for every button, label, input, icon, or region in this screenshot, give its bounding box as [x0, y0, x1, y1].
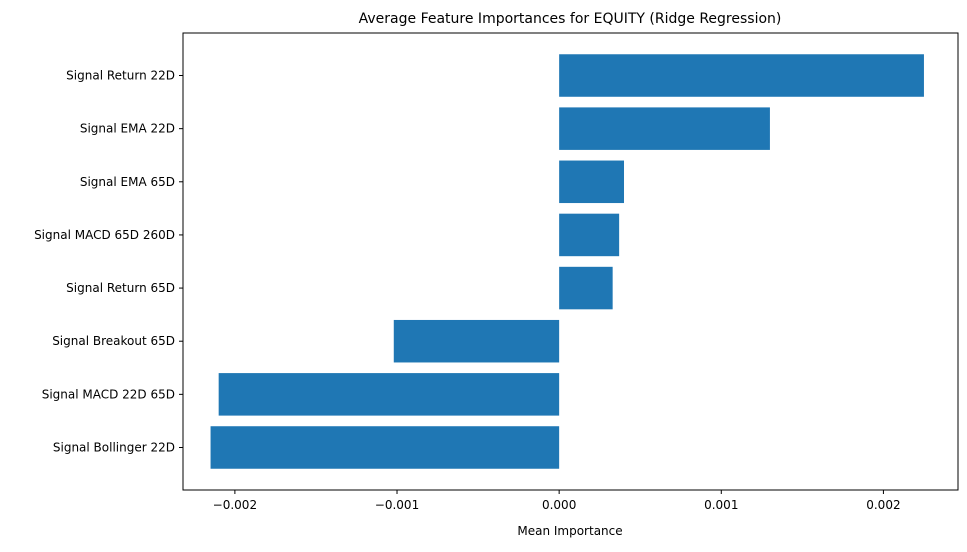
y-tick-label: Signal Breakout 65D: [52, 334, 175, 348]
bar: [559, 107, 770, 150]
y-tick-label: Signal MACD 65D 260D: [34, 228, 175, 242]
y-tick-label: Signal MACD 22D 65D: [42, 387, 175, 401]
bar: [393, 319, 560, 363]
y-axis-ticks: Signal Return 22D Signal EMA 22D Signal EM…: [34, 69, 183, 454]
y-tick-label: Signal Bollinger 22D: [53, 440, 175, 454]
y-tick-label: Signal EMA 22D: [80, 122, 175, 136]
chart-title: Average Feature Importances for EQUITY (…: [359, 11, 782, 27]
x-axis-title: Mean Importance: [517, 524, 622, 538]
y-tick-label: Signal EMA 65D: [80, 175, 175, 189]
bar: [210, 426, 560, 469]
bar: [559, 266, 613, 310]
x-tick-label: 0.000: [542, 498, 576, 512]
x-tick-label: 0.002: [866, 498, 900, 512]
x-tick-label: −0.001: [375, 498, 419, 512]
bar: [218, 373, 560, 416]
x-tick-label: 0.001: [704, 498, 738, 512]
y-tick-label: Signal Return 22D: [66, 69, 175, 83]
x-tick-label: −0.002: [213, 498, 257, 512]
bar: [559, 54, 924, 97]
bar: [559, 213, 620, 257]
bar: [559, 160, 625, 204]
bars-group: [210, 54, 924, 469]
plot-frame: [182, 32, 959, 491]
x-axis-ticks: −0.002 −0.001 0.000 0.001 0.002: [213, 490, 901, 512]
y-tick-label: Signal Return 65D: [66, 281, 175, 295]
